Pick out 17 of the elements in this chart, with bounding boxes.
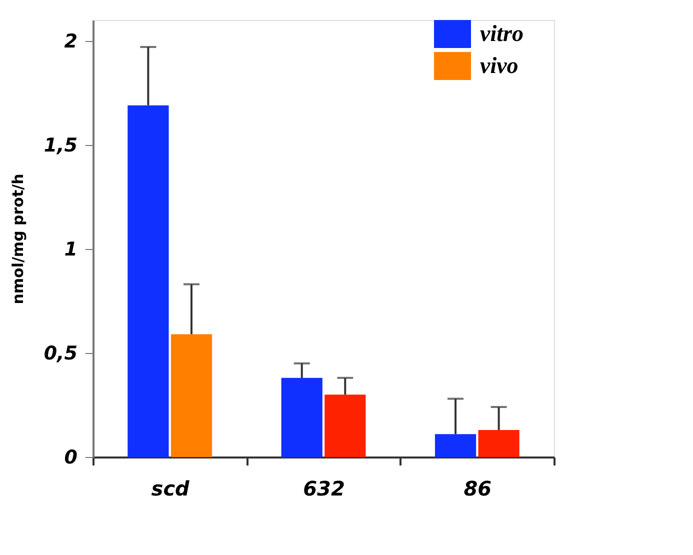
y-tick-label: 1 [64, 238, 78, 260]
bar [478, 430, 520, 457]
y-tick-label: 0 [64, 446, 78, 468]
x-tick-label: 632 [303, 476, 345, 500]
bar [434, 434, 476, 457]
y-tick-label: 1,5 [44, 134, 78, 156]
bar [324, 394, 366, 457]
y-tick-label: 2 [64, 30, 78, 52]
x-tick-label: scd [151, 476, 190, 500]
legend-label: vitro [480, 21, 524, 46]
bar [128, 105, 169, 457]
y-axis-title: nmol/mg prot/h [8, 174, 27, 304]
bar [281, 378, 322, 457]
y-tick-label: 0,5 [44, 342, 78, 364]
x-tick-label: 86 [464, 476, 492, 500]
legend-label: vivo [480, 53, 518, 78]
bar [170, 334, 212, 457]
